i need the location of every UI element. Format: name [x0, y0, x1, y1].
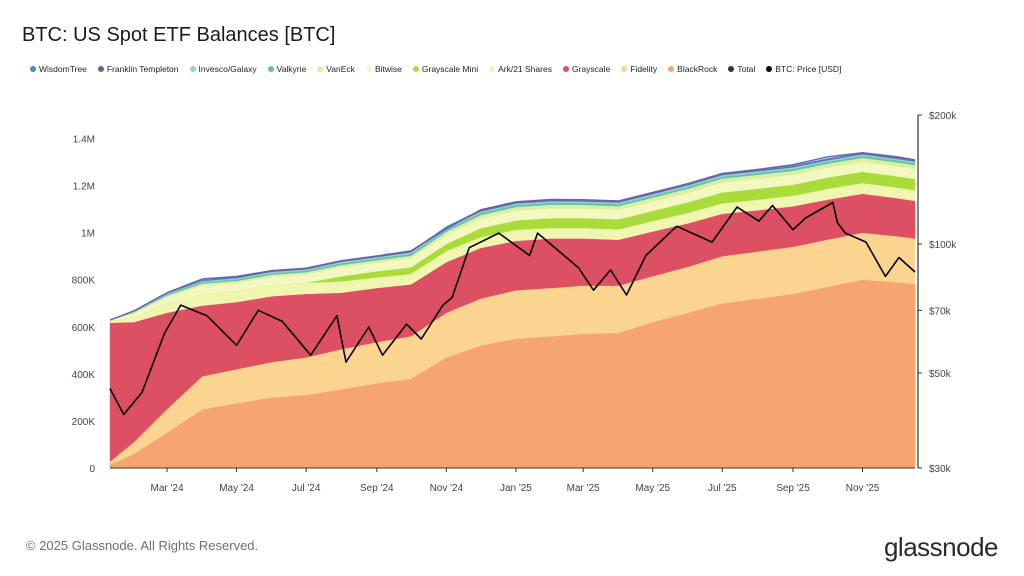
legend-swatch: [621, 66, 628, 72]
y-tick-label: 800K: [72, 276, 96, 287]
legend-item[interactable]: WisdomTree: [30, 64, 87, 74]
legend-label: Grayscale: [571, 64, 611, 74]
y-tick-label: 400K: [72, 370, 96, 381]
legend-swatch: [766, 66, 773, 72]
x-tick-label: Nov '25: [846, 483, 880, 494]
x-tick-label: Sep '24: [360, 483, 394, 494]
y-tick-label: 600K: [72, 323, 96, 334]
legend-item[interactable]: BTC: Price [USD]: [766, 64, 841, 74]
legend-swatch: [668, 66, 675, 72]
legend-label: Total: [737, 64, 756, 74]
x-tick-label: Jan '25: [500, 483, 532, 494]
y-tick-label: 0: [89, 464, 95, 475]
legend-swatch: [97, 66, 104, 72]
glassnode-logo: glassnode: [883, 532, 999, 562]
x-tick-label: May '24: [219, 483, 254, 494]
y2-tick-label: $100k: [929, 240, 957, 251]
x-tick-label: Jul '24: [292, 483, 321, 494]
y-tick-label: 200K: [72, 417, 96, 428]
y-tick-label: 1.2M: [73, 182, 95, 193]
y2-tick-label: $70k: [929, 306, 952, 317]
legend-item[interactable]: Invesco/Galaxy: [189, 64, 257, 74]
copyright-footer: © 2025 Glassnode. All Rights Reserved.: [26, 538, 259, 553]
x-tick-label: May '25: [635, 483, 670, 494]
legend-item[interactable]: Franklin Templeton: [97, 64, 179, 74]
legend-item[interactable]: BlackRock: [668, 64, 717, 74]
legend-item[interactable]: Grayscale: [562, 64, 611, 74]
y-tick-label: 1.4M: [73, 135, 95, 146]
legend-label: Bitwise: [374, 64, 402, 74]
legend-item[interactable]: Fidelity: [621, 64, 657, 74]
x-tick-label: Sep '25: [776, 483, 810, 494]
legend-swatch: [728, 66, 735, 72]
legend-label: WisdomTree: [39, 64, 87, 74]
y-tick-label: 1M: [81, 229, 95, 240]
legend-swatch: [30, 66, 36, 72]
legend-label: Ark/21 Shares: [498, 64, 552, 74]
legend-swatch: [317, 66, 324, 72]
y2-tick-label: $50k: [929, 369, 952, 380]
y2-tick-label: $30k: [929, 464, 952, 475]
legend-swatch: [365, 66, 372, 72]
legend-label: VanEck: [326, 64, 355, 74]
x-tick-label: Nov '24: [430, 483, 464, 494]
legend-item[interactable]: Total: [728, 64, 755, 74]
legend-swatch: [189, 66, 196, 72]
legend-item[interactable]: Bitwise: [365, 64, 402, 74]
y2-tick-label: $200k: [929, 111, 957, 122]
legend-label: Invesco/Galaxy: [198, 64, 257, 74]
legend-swatch: [562, 66, 569, 72]
legend-swatch: [412, 66, 419, 72]
chart-legend: WisdomTree Franklin Templeton Invesco/Gala…: [30, 64, 841, 74]
legend-label: BTC: Price [USD]: [775, 64, 842, 74]
legend-label: Franklin Templeton: [106, 64, 179, 74]
legend-label: Fidelity: [630, 64, 658, 74]
x-tick-label: Mar '24: [150, 483, 183, 494]
legend-label: Grayscale Mini: [421, 64, 479, 74]
legend-swatch: [267, 66, 274, 72]
total-line: [109, 151, 916, 321]
btc-price-line: [109, 201, 916, 416]
x-tick-label: Mar '25: [567, 483, 600, 494]
chart-title: BTC: US Spot ETF Balances [BTC]: [22, 24, 336, 46]
legend-item[interactable]: Valkyrie: [267, 64, 307, 74]
legend-item[interactable]: VanEck: [317, 64, 355, 74]
legend-label: BlackRock: [677, 64, 718, 74]
legend-item[interactable]: Ark/21 Shares: [489, 64, 552, 74]
legend-label: Valkyrie: [276, 64, 307, 74]
legend-item[interactable]: Grayscale Mini: [412, 64, 479, 74]
x-tick-label: Jul '25: [708, 483, 737, 494]
legend-swatch: [489, 66, 496, 72]
